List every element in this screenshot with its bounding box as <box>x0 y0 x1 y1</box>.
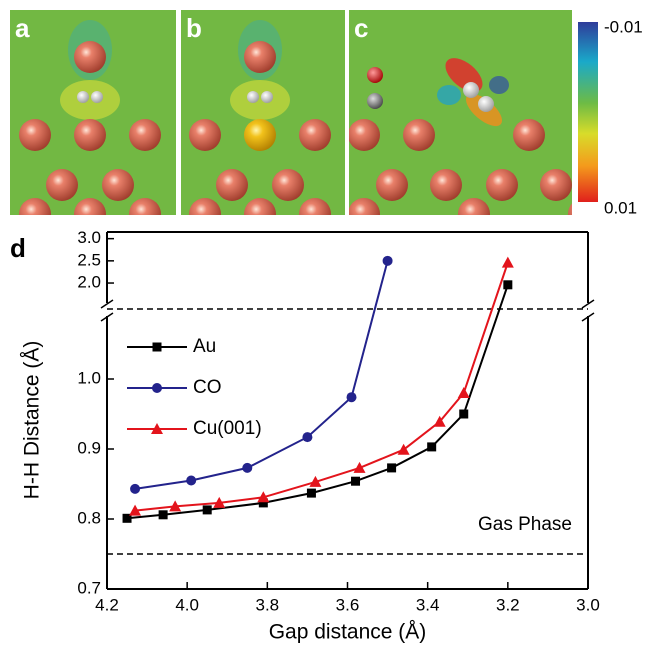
y-tick-label: 2.5 <box>77 250 101 269</box>
atom <box>74 198 106 230</box>
x-tick-label: 3.8 <box>256 595 280 614</box>
atom <box>189 198 221 230</box>
series-line <box>135 261 388 489</box>
x-axis-label: Gap distance (Å) <box>269 621 427 644</box>
figure: a b c 4.2 4.0 3.8 3.6 3.4 3.2 3.0 0.7 0.8 0.9 1.0 2.0… <box>0 0 651 650</box>
atom <box>430 169 462 201</box>
h-atom <box>478 96 494 112</box>
h-atom <box>247 91 259 103</box>
density-blob <box>60 80 120 120</box>
marker <box>159 510 168 519</box>
marker <box>302 432 312 442</box>
x-tick-label: 3.4 <box>416 595 440 614</box>
x-tick-label: 3.6 <box>336 595 360 614</box>
atom <box>568 198 600 230</box>
colorbar <box>578 22 598 202</box>
h-atom <box>463 82 479 98</box>
atom <box>486 169 518 201</box>
marker <box>307 489 316 498</box>
atom <box>299 198 331 230</box>
atom <box>244 41 276 73</box>
colorbar-tick-label: 0.01 <box>604 198 637 217</box>
y-tick-label: 1.0 <box>77 368 101 387</box>
density-blob <box>437 85 461 105</box>
marker <box>458 387 470 398</box>
panel-label: a <box>15 13 30 43</box>
x-tick-label: 4.0 <box>175 595 199 614</box>
o-atom <box>367 67 383 83</box>
marker <box>130 484 140 494</box>
atom <box>74 119 106 151</box>
atom <box>540 169 572 201</box>
marker <box>383 256 393 266</box>
atom <box>102 169 134 201</box>
marker <box>203 505 212 514</box>
colorbar-tick-label: -0.01 <box>604 17 643 36</box>
y-tick-label: 0.8 <box>77 508 101 527</box>
series-line <box>135 263 508 511</box>
y-tick-label: 2.0 <box>77 273 101 292</box>
h-atom <box>77 91 89 103</box>
legend-marker <box>152 383 162 393</box>
marker <box>387 463 396 472</box>
x-tick-label: 3.2 <box>496 595 520 614</box>
atom <box>376 169 408 201</box>
y-axis-label: H-H Distance (Å) <box>21 341 44 500</box>
atom <box>348 198 380 230</box>
atom <box>216 169 248 201</box>
structure-panels: a b c <box>10 10 600 230</box>
panel-image <box>181 10 345 230</box>
marker <box>459 410 468 419</box>
legend-label: Cu(001) <box>193 418 262 439</box>
panel-label: c <box>354 13 368 43</box>
legend-marker <box>153 343 162 352</box>
y-tick-label: 0.9 <box>77 438 101 457</box>
atom <box>244 198 276 230</box>
atom <box>74 41 106 73</box>
atom <box>46 169 78 201</box>
atom <box>129 119 161 151</box>
y-tick-label: 0.7 <box>77 578 101 597</box>
marker <box>242 463 252 473</box>
marker <box>354 462 366 473</box>
panel-image <box>348 10 600 230</box>
atom <box>513 119 545 151</box>
plot: 4.2 4.0 3.8 3.6 3.4 3.2 3.0 0.7 0.8 0.9 1.0 2.0 2.5 3… <box>21 228 600 643</box>
density-blob <box>230 80 290 120</box>
atom <box>272 169 304 201</box>
marker <box>502 257 514 268</box>
density-blob <box>489 76 509 94</box>
h-atom <box>91 91 103 103</box>
marker <box>186 476 196 486</box>
y-tick-label: 3.0 <box>77 228 101 247</box>
c-atom <box>367 93 383 109</box>
atom <box>19 198 51 230</box>
marker <box>351 477 360 486</box>
panel-image <box>10 10 176 230</box>
annotation: Gas Phase <box>478 514 572 535</box>
atom <box>348 119 380 151</box>
atom <box>244 119 276 151</box>
panel-label: d <box>10 233 26 263</box>
marker <box>347 392 357 402</box>
atom <box>403 119 435 151</box>
atom <box>189 119 221 151</box>
marker <box>427 442 436 451</box>
atom <box>19 119 51 151</box>
atom <box>129 198 161 230</box>
h-atom <box>261 91 273 103</box>
legend-label: Au <box>193 336 216 357</box>
x-tick-label: 3.0 <box>576 595 600 614</box>
x-tick-label: 4.2 <box>95 595 119 614</box>
panel-label: b <box>186 13 202 43</box>
atom <box>458 198 490 230</box>
marker <box>503 280 512 289</box>
atom <box>299 119 331 151</box>
legend-label: CO <box>193 377 222 398</box>
